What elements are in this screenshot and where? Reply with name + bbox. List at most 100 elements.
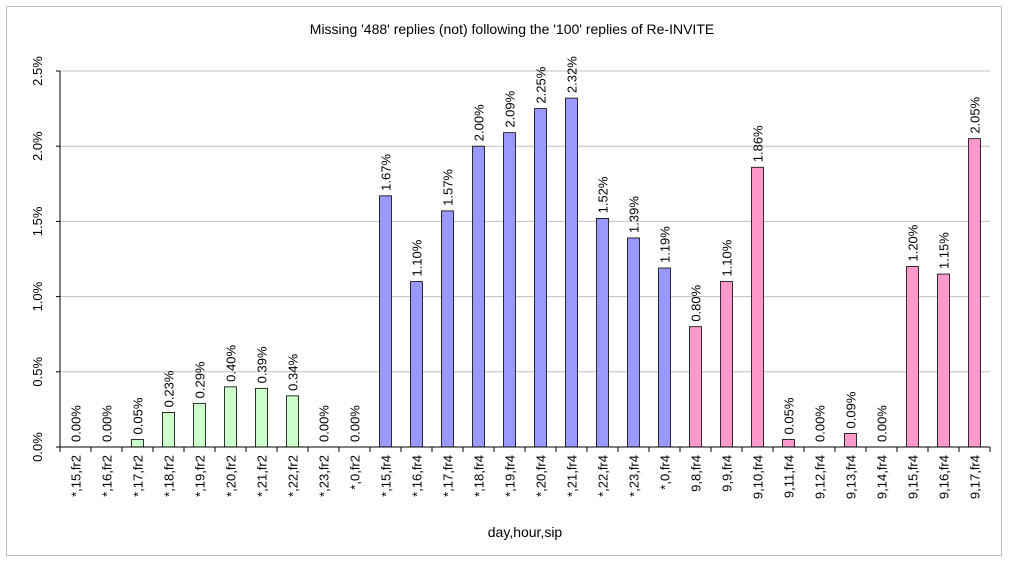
bar [627,237,640,448]
bar-value-label: 0.00% [813,405,828,442]
chart-title: Missing '488' replies (not) following th… [310,21,714,37]
y-tick-label: 2.5% [30,56,45,86]
bar-value-label: 2.32% [565,56,580,93]
y-tick-label: 1.5% [30,206,45,236]
y-tick-label: 1.0% [30,281,45,311]
x-tick-label: *,20,fr4 [534,455,549,497]
bar [441,210,454,448]
bar-value-label: 2.05% [968,96,983,133]
bar [193,402,206,448]
y-tick-label: 0.0% [30,432,45,462]
x-tick-label: 9,13,fr4 [844,455,859,499]
bar-value-label: 1.19% [658,226,673,263]
x-tick-label: 9,10,fr4 [751,455,766,499]
bar [410,281,423,448]
bar-value-label: 1.86% [751,125,766,162]
x-tick-label: *,23,fr4 [627,455,642,497]
x-tick-label: 9,15,fr4 [906,455,921,499]
bar-value-label: 1.52% [596,176,611,213]
x-tick-label: *,21,fr4 [565,455,580,497]
y-tick-label: 2.0% [30,131,45,161]
x-tick-label: 9,14,fr4 [875,455,890,499]
x-tick-label: *,15,fr4 [379,455,394,497]
bar [162,412,175,448]
bar-value-label: 0.29% [193,361,208,398]
chart-frame [6,6,1002,556]
bar [255,387,268,448]
bar-value-label: 0.80% [689,284,704,321]
bar [131,439,144,448]
bar [968,138,981,448]
x-tick-label: *,16,fr2 [100,455,115,497]
bar [472,145,485,448]
bar-value-label: 0.23% [162,370,177,407]
x-tick-label: *,0,fr2 [348,455,363,490]
bar-value-label: 2.00% [472,104,487,141]
x-tick-label: *,16,fr4 [410,455,425,497]
x-tick-label: 9,17,fr4 [968,455,983,499]
x-tick-label: 9,12,fr4 [813,455,828,499]
x-tick-label: *,20,fr2 [224,455,239,497]
bar-value-label: 1.57% [441,169,456,206]
x-tick-label: *,17,fr2 [131,455,146,497]
y-tick-label: 0.5% [30,357,45,387]
bar-value-label: 1.67% [379,154,394,191]
bar-value-label: 0.00% [875,405,890,442]
bar [503,132,516,448]
bar [565,97,578,448]
x-tick-label: *,22,fr4 [596,455,611,497]
x-axis-ticks: *,15,fr2 *,16,fr2 *,17,fr2 *,18,fr2 *,19,fr2… [69,455,983,499]
bar [224,386,237,448]
bar-value-labels: 0.00% 0.00% 0.05% 0.23% 0.29% 0.40% 0.39% 0.34%… [69,56,983,442]
bar-value-label: 0.05% [131,397,146,434]
bar-value-label: 0.00% [100,405,115,442]
bar-value-label: 1.20% [906,224,921,261]
bar [534,108,547,448]
bar [751,166,764,448]
x-tick-label: *,18,fr2 [162,455,177,497]
x-axis-title: day,hour,sip [488,524,563,540]
bar [596,217,609,448]
x-tick-label: *,17,fr4 [441,455,456,497]
x-tick-label: *,0,fr4 [658,455,673,490]
x-tick-label: *,18,fr4 [472,455,487,497]
bar-value-label: 2.09% [503,90,518,127]
x-tick-label: 9,9,fr4 [720,455,735,492]
bar [844,433,857,448]
bar-value-label: 1.10% [720,239,735,276]
bar-value-label: 0.00% [348,405,363,442]
bar [379,195,392,448]
bar-value-label: 1.15% [937,232,952,269]
bar-value-label: 0.05% [782,397,797,434]
axes [56,70,991,452]
bar [286,395,299,448]
x-tick-label: 9,11,fr4 [782,455,797,498]
bar [937,273,950,448]
bar-value-label: 0.09% [844,391,859,428]
bar-value-label: 0.39% [255,346,270,383]
bar [689,326,702,448]
x-tick-label: *,19,fr4 [503,455,518,497]
bar-value-label: 1.39% [627,196,642,233]
bar-value-label: 0.40% [224,345,239,382]
bars [131,97,981,448]
x-tick-label: *,23,fr2 [317,455,332,497]
bar [720,281,733,448]
bar-value-label: 2.25% [534,66,549,103]
bar-value-label: 0.00% [317,405,332,442]
gridlines [60,70,990,373]
x-tick-label: *,15,fr2 [69,455,84,497]
x-tick-label: *,21,fr2 [255,455,270,497]
x-tick-label: *,22,fr2 [286,455,301,497]
y-axis-ticks: 0.0% 0.5% 1.0% 1.5% 2.0% 2.5% [30,56,45,462]
bar [658,267,671,448]
bar-value-label: 1.10% [410,239,425,276]
x-tick-label: 9,8,fr4 [689,455,704,492]
x-tick-label: *,19,fr2 [193,455,208,497]
bar [906,266,919,448]
bar-value-label: 0.00% [69,405,84,442]
bar-value-label: 0.34% [286,354,301,391]
bar [782,439,795,448]
x-tick-label: 9,16,fr4 [937,455,952,499]
